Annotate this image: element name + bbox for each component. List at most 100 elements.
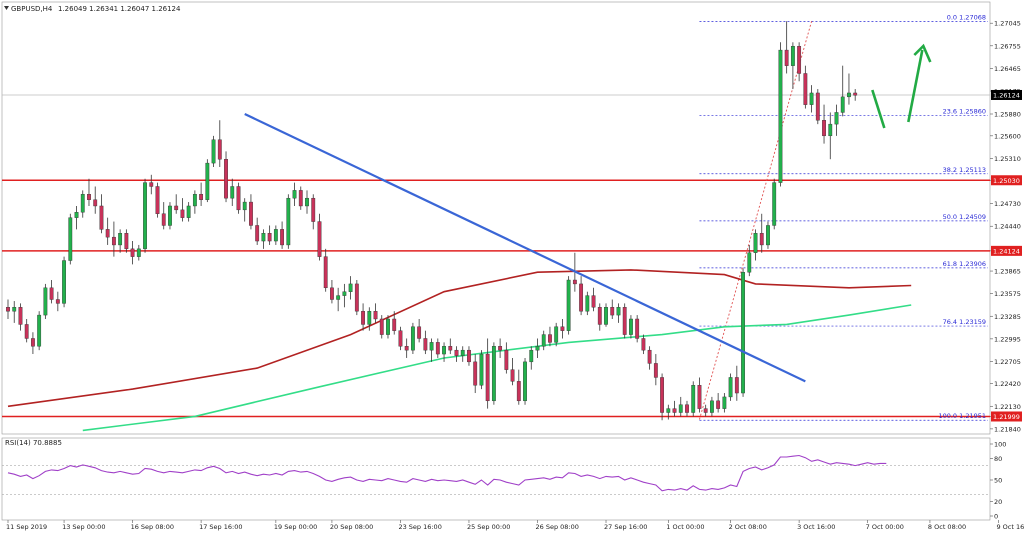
- bullish-candle: [336, 295, 341, 300]
- bullish-candle: [186, 205, 191, 218]
- bullish-candle: [616, 307, 621, 316]
- bullish-candle: [118, 233, 123, 246]
- bearish-candle: [622, 307, 627, 335]
- bearish-candle: [591, 295, 596, 308]
- bearish-candle: [280, 229, 285, 246]
- fib-level-label: 0.0 1.27068: [947, 13, 986, 21]
- bullish-candle: [629, 318, 633, 335]
- rsi-y-tick-label: 80: [994, 455, 1002, 463]
- x-axis-tick-label: 27 Sep 16:00: [604, 523, 647, 531]
- bearish-candle: [379, 318, 384, 335]
- bullish-candle: [535, 346, 540, 351]
- current-price-box-label: 1.26124: [993, 91, 1020, 99]
- bullish-candle: [479, 353, 484, 386]
- bullish-candle: [230, 186, 235, 199]
- bearish-candle: [597, 307, 602, 325]
- bullish-candle: [766, 225, 770, 246]
- rsi-line: [7, 454, 887, 492]
- bullish-candle: [43, 287, 48, 316]
- bullish-candle: [529, 349, 534, 363]
- bullish-candle: [834, 112, 839, 125]
- x-axis-tick-label: 3 Oct 16:00: [797, 523, 835, 531]
- rsi-y-tick-label: 0: [994, 513, 998, 521]
- bullish-candle: [809, 92, 814, 105]
- current-price-box: [991, 89, 1022, 100]
- bullish-candle: [205, 162, 210, 200]
- bearish-candle: [31, 338, 35, 347]
- bearish-candle: [236, 186, 241, 211]
- bullish-candle: [410, 326, 415, 351]
- bearish-candle: [498, 346, 503, 351]
- x-axis-tick-label: 19 Sep 00:00: [274, 523, 317, 531]
- bullish-candle: [847, 92, 851, 98]
- bearish-candle: [323, 256, 328, 289]
- x-axis-tick-label: 25 Sep 00:00: [467, 523, 510, 531]
- bearish-candle: [124, 233, 129, 250]
- bullish-candle: [68, 217, 73, 261]
- ohlc-header: 1.26049 1.26341 1.26047 1.26124: [58, 5, 181, 13]
- up-arrow-head: [913, 43, 932, 63]
- bearish-candle: [734, 377, 739, 394]
- bullish-candle: [722, 396, 727, 409]
- y-axis-tick-label: 1.25600: [994, 132, 1021, 140]
- bearish-candle: [548, 334, 552, 343]
- y-axis-tick-label: 1.23575: [994, 290, 1021, 298]
- fib-level-label: 38.2 1.25113: [943, 166, 986, 174]
- bullish-candle: [37, 314, 42, 347]
- bullish-candle: [678, 404, 683, 413]
- bullish-candle: [386, 318, 390, 335]
- x-axis-tick-label: 9 Oct 16:00: [996, 523, 1024, 531]
- bullish-candle: [840, 96, 845, 113]
- x-axis-tick-label: 2 Oct 08:00: [729, 523, 767, 531]
- bullish-candle: [80, 194, 85, 213]
- bullish-candle: [741, 272, 745, 394]
- bullish-candle: [566, 279, 571, 331]
- bearish-candle: [697, 385, 702, 409]
- level-price-box-label: 1.24124: [993, 247, 1020, 255]
- bullish-candle: [828, 123, 833, 137]
- bearish-candle: [105, 229, 110, 238]
- bullish-candle: [691, 385, 696, 413]
- bullish-candle: [261, 233, 266, 242]
- down-stroke-annotation: [871, 89, 886, 129]
- bearish-candle: [635, 318, 640, 339]
- bearish-candle: [759, 233, 764, 246]
- bearish-candle: [49, 287, 54, 300]
- bearish-candle: [6, 307, 10, 312]
- x-axis-tick-label: 7 Oct 00:00: [866, 523, 904, 531]
- symbol-dropdown-icon: [4, 6, 9, 10]
- fib-level-label: 76.4 1.23159: [943, 318, 986, 326]
- level-price-box: [991, 245, 1022, 256]
- bearish-candle: [647, 349, 652, 364]
- bearish-candle: [685, 404, 689, 413]
- bearish-candle: [822, 120, 826, 137]
- bullish-candle: [523, 361, 527, 402]
- bearish-candle: [435, 342, 440, 355]
- bearish-candle: [641, 338, 646, 351]
- bullish-candle: [192, 194, 197, 207]
- bullish-candle: [62, 260, 66, 304]
- y-axis-tick-label: 1.22420: [994, 380, 1021, 388]
- bullish-candle: [292, 190, 297, 199]
- bearish-candle: [504, 349, 509, 370]
- bullish-candle: [136, 248, 141, 257]
- bearish-candle: [467, 349, 471, 363]
- bearish-candle: [423, 338, 428, 351]
- bearish-candle: [516, 381, 521, 402]
- bearish-candle: [130, 248, 135, 257]
- bearish-candle: [361, 310, 365, 325]
- bearish-candle: [317, 221, 322, 257]
- y-axis-tick-label: 1.21840: [994, 425, 1021, 433]
- level-price-box: [991, 411, 1022, 422]
- level-price-box: [991, 175, 1022, 186]
- bearish-candle: [311, 197, 316, 222]
- rsi-frame: [1, 437, 991, 521]
- x-axis-tick-label: 13 Sep 00:00: [62, 523, 105, 531]
- bearish-candle: [373, 310, 378, 320]
- bullish-candle: [342, 291, 347, 296]
- bullish-candle: [491, 346, 496, 402]
- bearish-candle: [111, 236, 116, 246]
- y-axis-tick-label: 1.23865: [994, 268, 1021, 276]
